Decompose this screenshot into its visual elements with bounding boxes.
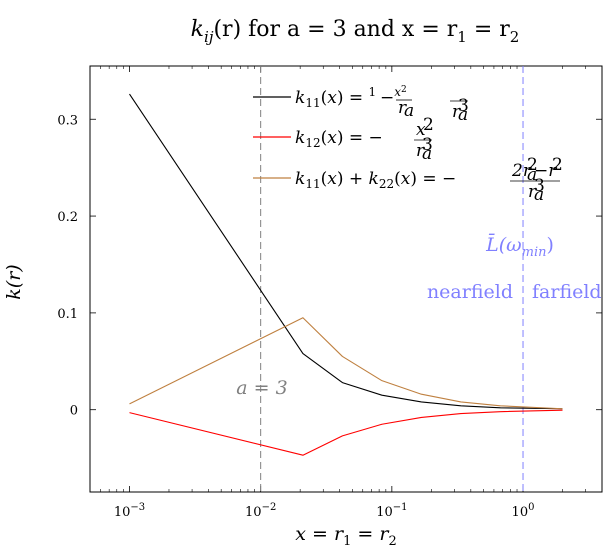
legend-frac-k11-den1-sub: a (404, 101, 414, 121)
ticks-layer: 10−3 10−2 10−1 100 0 0.1 0.2 0.3 (57, 66, 603, 520)
series-line-ksum (129, 317, 563, 410)
plot-frame (89, 65, 603, 493)
legend-frac-ksum-num2: −r (534, 161, 557, 181)
y-tick-label: 0.2 (57, 210, 78, 225)
legend-frac-k12-num: x (416, 120, 426, 140)
legend-entry-ksum: k11(x) + k22(x) = − (295, 169, 456, 191)
legend-frac-k11-den1: r (398, 98, 407, 118)
x-axis-label: x = r1 = r2 (295, 523, 396, 549)
x-tick-label: 10−3 (114, 502, 145, 520)
legend-entry-k12: k12(x) = − (295, 128, 383, 150)
legend-frac-ksum-den: r (528, 182, 537, 202)
chart-title: kij(r) for a = 3 and x = r1 = r2 (191, 17, 520, 46)
legend-frac-ksum-num2-sup: 2 (552, 155, 563, 175)
legend-frac-k11-den2: r (452, 102, 461, 122)
annotation-L-omega-min: L̄(ωmin) (485, 233, 554, 260)
legend-entry-k11: k11(x) = 1 −x2 (295, 85, 407, 110)
legend-frac-k12-den-sub: a (422, 144, 432, 164)
legend-frac-ksum-den-sup: 3 (534, 176, 545, 196)
y-tick-label: 0.3 (57, 113, 78, 128)
annotation-a: a = 3 (236, 377, 287, 399)
x-tick-label: 100 (512, 502, 535, 520)
annotation-nearfield: nearfield (427, 281, 513, 303)
y-tick-label: 0 (70, 404, 78, 419)
series-layer (129, 93, 563, 456)
legend-frac-k12-num-sup: 2 (423, 115, 434, 135)
x-tick-label: 10−1 (376, 502, 407, 520)
y-axis-label: k(r) (3, 264, 25, 299)
annotation-farfield: farfield (532, 281, 602, 303)
legend-frac-ksum-num: 2r (511, 161, 532, 181)
legend-frac-k12-den: r (416, 141, 425, 161)
legend-frac-k11-den2-sup: 3 (458, 96, 469, 116)
series-line-k12 (129, 409, 563, 456)
legend: k11(x) = 1 −x2 r a r a 3 k12(x) = − x 2 … (253, 85, 563, 205)
y-tick-label: 0.1 (57, 307, 78, 322)
legend-frac-ksum-num-sub: a (527, 165, 537, 185)
legend-frac-ksum-den-sub: a (534, 185, 544, 205)
legend-frac-k12-den-sup: 3 (422, 135, 433, 155)
x-tick-label: 10−2 (245, 502, 276, 520)
legend-frac-ksum-num-sup: 2 (527, 155, 538, 175)
series-line-k11 (129, 93, 563, 410)
legend-frac-k11-den2-sub: a (458, 105, 468, 125)
